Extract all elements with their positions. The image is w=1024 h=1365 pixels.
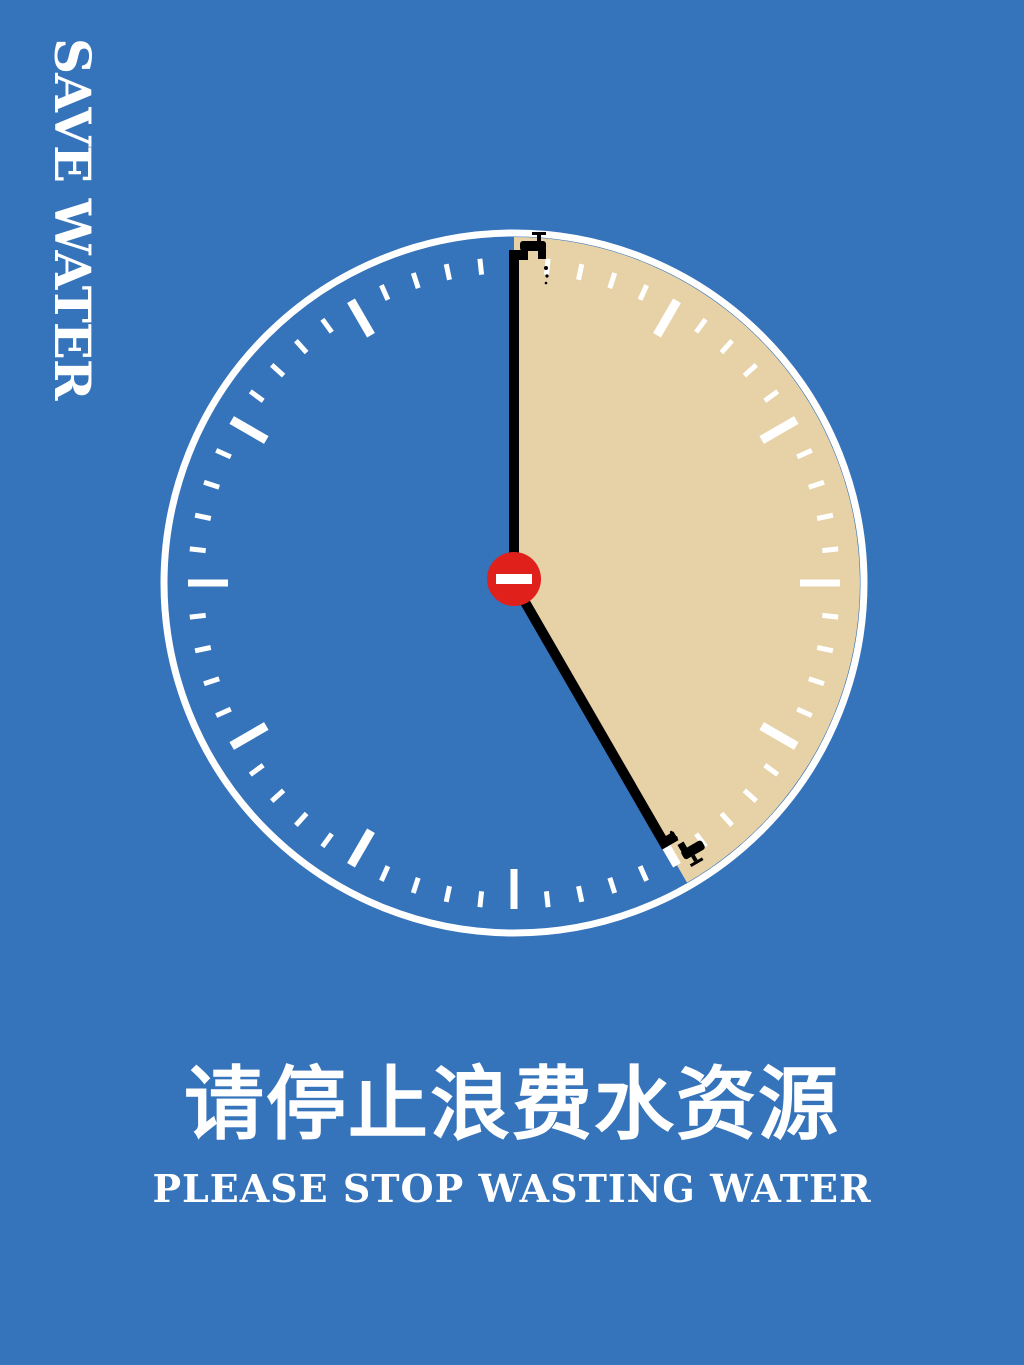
clock-minute-tick [796, 706, 813, 718]
clock-minute-tick [320, 317, 334, 334]
clock-minute-tick [694, 832, 708, 849]
headline-chinese: 请停止浪费水资源 [184, 1058, 840, 1151]
clock-minute-tick [796, 448, 813, 460]
clock-minute-tick [189, 546, 206, 554]
clock-minute-tick [194, 645, 212, 654]
water-tap-icon [520, 232, 549, 285]
clock-minute-tick [189, 612, 206, 620]
clock-minute-tick [248, 763, 265, 777]
clock-minute-tick [320, 832, 334, 849]
clock-hour-tick [759, 722, 799, 750]
clock-minute-tick [477, 258, 485, 275]
clock-minute-tick [719, 339, 734, 355]
clock-minute-tick [203, 676, 220, 687]
clock-hour-tick [229, 722, 269, 750]
clock-minute-tick [443, 885, 452, 903]
clock-minute-tick [270, 788, 286, 803]
clock-minute-tick [294, 811, 309, 827]
clock-minute-tick [203, 479, 220, 490]
clock-hour-tick [347, 298, 375, 338]
water-tap-icon [669, 830, 705, 867]
clock-minute-tick [822, 612, 839, 620]
side-title-save-water: SAVE WATER [43, 38, 102, 400]
clock-minute-tick [270, 363, 286, 378]
clock-minute-tick [443, 263, 452, 281]
clock-minute-tick [379, 865, 391, 882]
clock-minute-tick [543, 891, 551, 908]
clock-minute-tick [637, 284, 649, 301]
clock-minute-tick [607, 877, 618, 894]
clock-minute-tick [294, 339, 309, 355]
clock-hour-tick [759, 416, 799, 444]
clock-minute-tick [808, 676, 825, 687]
clock-hour-tick [653, 298, 681, 338]
clock-minute-tick [763, 389, 780, 403]
clock-minute-tick [477, 891, 485, 908]
clock-minute-tick [607, 272, 618, 289]
clock-minute-tick [816, 645, 834, 654]
clock-minute-tick [808, 479, 825, 490]
clock-minute-tick [816, 512, 834, 521]
clock-minute-tick [822, 546, 839, 554]
clock-minute-tick [576, 263, 585, 281]
clock-minute-tick [694, 317, 708, 334]
clock-minute-tick [576, 885, 585, 903]
clock-rim [160, 229, 868, 937]
no-entry-sign-icon [487, 552, 541, 606]
clock-minute-tick [215, 706, 232, 718]
clock-minute-tick [742, 363, 758, 378]
clock-hour-tick [347, 828, 375, 868]
clock-minute-tick [637, 865, 649, 882]
headline-english: PLEASE STOP WASTING WATER [152, 1166, 872, 1211]
clock-minute-tick [410, 877, 421, 894]
clock-hour-tick [229, 416, 269, 444]
clock-minute-tick [379, 284, 391, 301]
clock-minute-tick [194, 512, 212, 521]
clock-minute-tick [248, 389, 265, 403]
clock-minute-tick [742, 788, 758, 803]
clock-minute-tick [410, 272, 421, 289]
clock-minute-tick [719, 811, 734, 827]
clock-minute-tick [763, 763, 780, 777]
clock-minute-tick [215, 448, 232, 460]
elapsed-time-wedge [514, 237, 860, 883]
